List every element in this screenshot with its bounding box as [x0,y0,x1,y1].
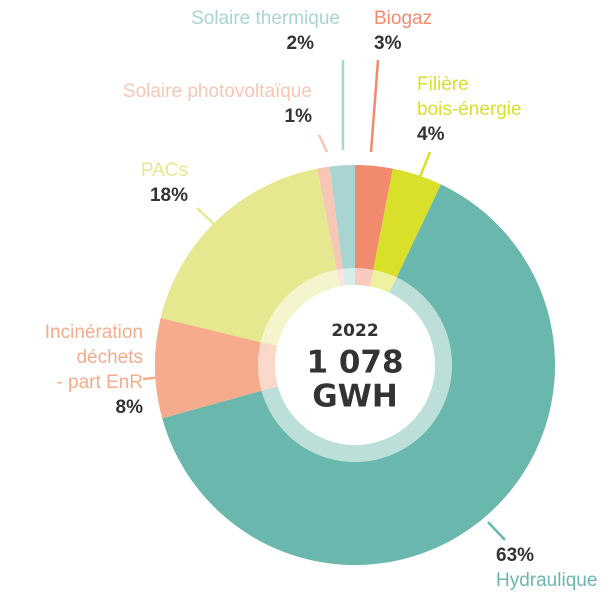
slice-value: 18% [149,185,188,206]
center-year: 2022 [331,321,378,341]
slice [373,168,441,278]
leader-line [317,134,329,153]
slice-name: PACs [140,160,188,181]
slice-value: 2% [286,33,314,54]
slice-inner [355,268,374,287]
slice-name: Incinération déchets - part EnR [44,322,143,393]
leader-line [487,521,506,541]
slice-name: Solaire thermique [191,8,340,29]
slice-inner [260,269,340,347]
slice-name: Biogaz [374,8,433,29]
center-unit: GWH [312,379,398,415]
donut-hole [275,285,435,445]
slice [160,168,337,343]
slice-inner [258,342,278,391]
slice [155,317,262,419]
leader-lines [142,59,506,541]
slice-label: 63% Hydraulique [496,543,597,592]
slice-label: PACs 18% [141,158,188,208]
slice [355,165,393,270]
center-total: 1 078 [306,345,403,381]
slice [162,184,555,565]
slice-value: 4% [417,124,445,145]
slice [329,165,355,269]
slice-label: Biogaz 3% [374,6,432,56]
slice [317,166,343,270]
slice-value: 3% [374,33,402,54]
slice-value: 63% [496,545,535,566]
slice-inner [336,268,345,287]
slice-inner [370,269,397,293]
leader-line [196,207,217,227]
slice-name: Filière bois-énergie [417,74,522,120]
slice-label: Solaire thermique 2% [191,6,340,56]
slice-value: 8% [115,397,143,418]
donut [155,165,555,565]
slice-value: 1% [284,106,312,127]
slice-label: Filière bois-énergie 4% [417,72,522,147]
slice-label: Solaire photovoltaïque 1% [123,79,312,129]
leader-line [369,59,380,153]
slice-label: Incinération déchets - part EnR 8% [45,320,143,420]
slice-name: Hydraulique [496,570,598,591]
slice-name: Solaire photovoltaïque [122,81,312,102]
slice-inner [342,268,355,286]
